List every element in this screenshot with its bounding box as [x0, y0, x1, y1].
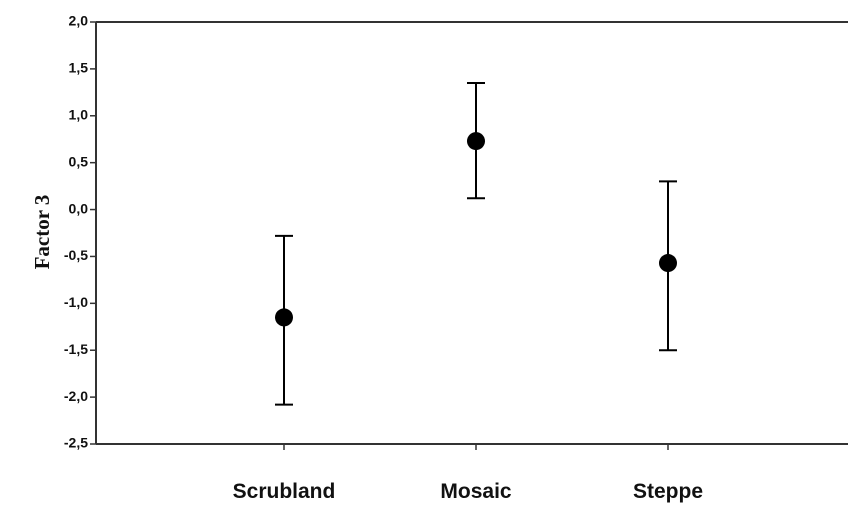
x-ticks: Scrubland Mosaic Steppe — [233, 444, 703, 503]
x-tick-label: Mosaic — [440, 480, 512, 503]
y-tick-label: -1,0 — [64, 294, 88, 310]
error-bars — [275, 81, 677, 406]
y-tick-label: 1,0 — [69, 106, 89, 122]
y-tick-label: -1,5 — [64, 341, 88, 357]
y-tick-label: -0,5 — [64, 247, 88, 263]
y-ticks: 2,0 1,5 1,0 0,5 0,0 -0,5 -1,0 -1,5 -2,0 -2,5 — [64, 13, 96, 451]
data-point — [659, 254, 677, 273]
axes — [95, 21, 848, 445]
y-tick-label: 0,5 — [69, 153, 89, 169]
data-point — [467, 132, 485, 151]
y-tick-label: -2,0 — [64, 388, 88, 404]
x-tick-label: Steppe — [633, 480, 703, 503]
data-points — [275, 132, 677, 327]
y-axis-label: Factor 3 — [30, 195, 54, 270]
y-tick-label: 1,5 — [69, 60, 89, 76]
x-tick-label: Scrubland — [233, 480, 336, 503]
y-tick-label: 2,0 — [69, 13, 89, 29]
y-tick-label: 0,0 — [69, 200, 89, 216]
y-tick-label: -2,5 — [64, 435, 88, 451]
data-point — [275, 308, 293, 327]
